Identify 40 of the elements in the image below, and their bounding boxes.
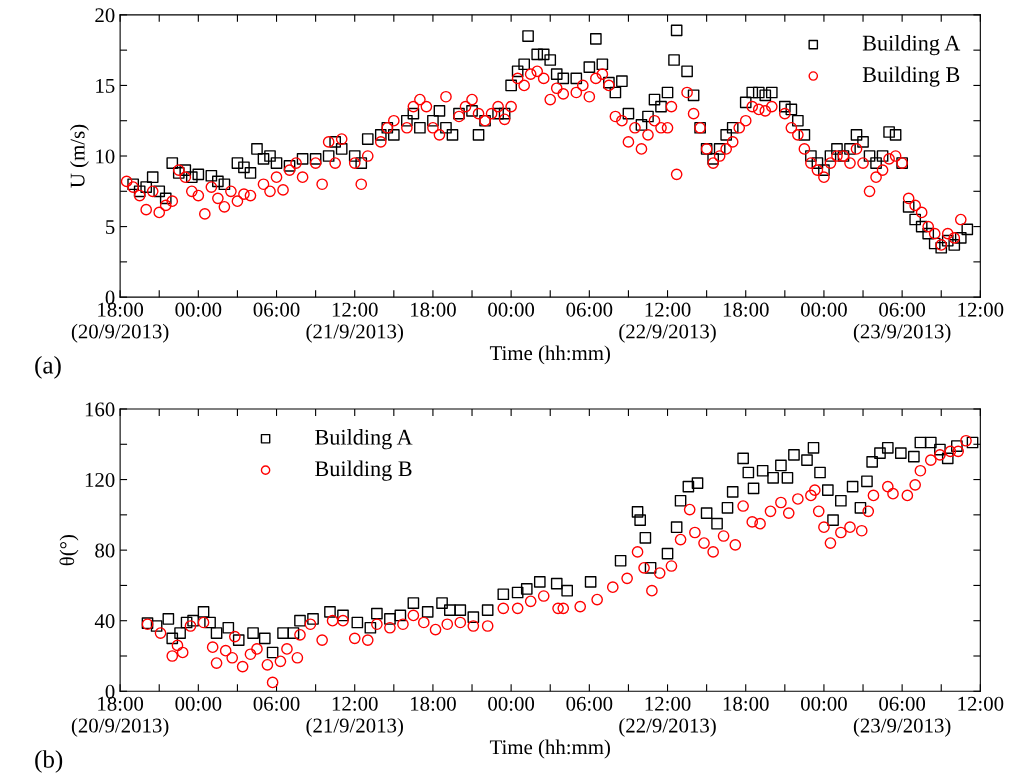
- x-tick-label: 06:00: [253, 696, 300, 711]
- y-tick-label: 40: [94, 614, 115, 629]
- text: (a): [35, 356, 61, 379]
- x-tick-label: 18:00: [723, 696, 769, 711]
- x-tick-label: 18:00: [411, 302, 456, 317]
- text: (b): [35, 750, 63, 773]
- x-tick-label: 06:00: [566, 302, 613, 317]
- x-tick-label: 12:00 (22/9/2013): [619, 696, 716, 737]
- y-tick-label: 5: [106, 220, 115, 235]
- x-tick-label: 06:00 (23/9/2013): [853, 696, 951, 737]
- x-tick-label: 12:00: [958, 696, 1004, 711]
- x-tick-label: 12:00 (21/9/2013): [306, 696, 403, 737]
- x-tick-label: 00:00: [175, 302, 222, 317]
- x-axis-title: Time (hh:mm): [489, 739, 610, 759]
- y-tick-label: 80: [95, 543, 115, 558]
- x-tick-label: 18:00: [723, 302, 769, 317]
- y-axis-title: U (m/s): [69, 124, 89, 188]
- x-tick-label: 00:00: [488, 302, 535, 317]
- x-axis-title: Time (hh:mm): [489, 345, 610, 365]
- legend-label: Building B: [315, 460, 412, 481]
- x-tick-label: 18:00: [411, 696, 456, 711]
- x-tick-label: 06:00: [253, 302, 300, 317]
- x-tick-label: 12:00 (22/9/2013): [619, 302, 716, 343]
- x-tick-label: 00:00: [801, 696, 847, 711]
- x-tick-label: 00:00: [175, 696, 222, 711]
- x-tick-label: 00:00: [801, 302, 847, 317]
- x-tick-label: 12:00: [958, 302, 1004, 317]
- y-tick-label: 160: [85, 402, 115, 417]
- x-tick-label: 12:00 (21/9/2013): [306, 302, 403, 343]
- y-tick-label: 15: [96, 78, 115, 93]
- x-tick-label: 06:00: [566, 696, 613, 711]
- y-tick-label: 20: [95, 8, 115, 23]
- x-tick-label: 00:00: [488, 696, 535, 711]
- y-axis-title: θ(°): [59, 534, 79, 566]
- legend-label: Building A: [862, 34, 961, 56]
- legend-label: Building B: [862, 66, 960, 87]
- x-tick-label: 06:00 (23/9/2013): [853, 302, 951, 343]
- legend-label: Building A: [315, 429, 413, 450]
- y-tick-label: 10: [96, 149, 115, 164]
- y-tick-label: 120: [85, 472, 115, 487]
